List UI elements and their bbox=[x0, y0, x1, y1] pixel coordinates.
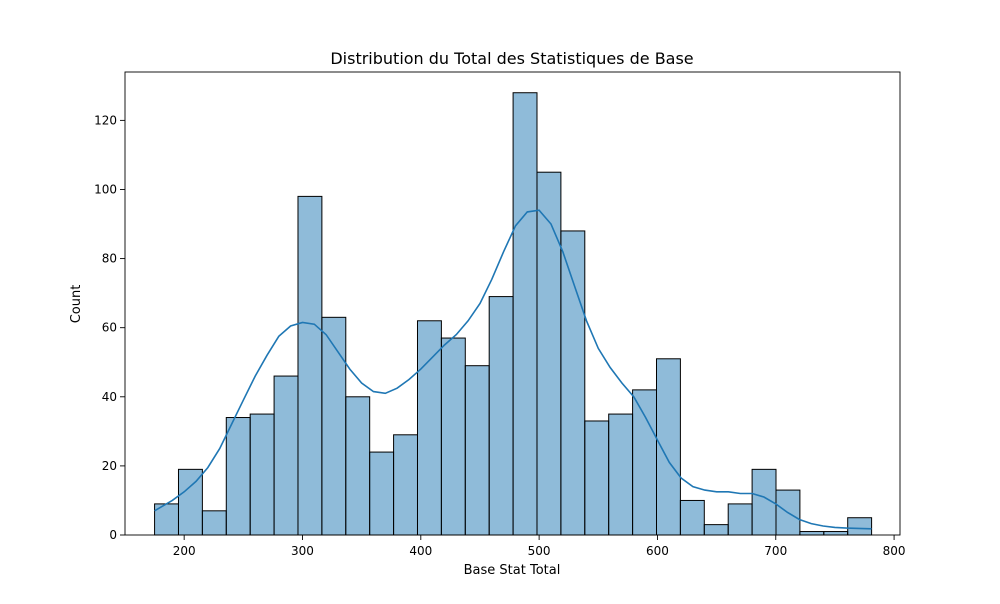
x-axis-ticks: 200 300 400 500 600 700 800 bbox=[173, 535, 906, 558]
histogram-bar-4 bbox=[249, 413, 275, 536]
x-tick-label-700: 700 bbox=[764, 544, 787, 558]
y-tick-label-0: 0 bbox=[109, 528, 117, 542]
histogram-bar-13 bbox=[464, 365, 490, 536]
histogram-bar-28 bbox=[823, 531, 849, 536]
y-tick-label-100: 100 bbox=[94, 182, 117, 196]
histogram-bars bbox=[154, 92, 873, 536]
histogram-bar-6 bbox=[297, 195, 323, 536]
histogram-bar-19 bbox=[608, 413, 634, 536]
x-tick-label-300: 300 bbox=[291, 544, 314, 558]
x-tick-label-500: 500 bbox=[528, 544, 551, 558]
x-tick-label-600: 600 bbox=[646, 544, 669, 558]
histogram-bar-5 bbox=[273, 375, 299, 536]
histogram-bar-20 bbox=[632, 389, 657, 536]
histogram-bar-15 bbox=[512, 92, 538, 536]
y-tick-label-20: 20 bbox=[102, 459, 117, 473]
histogram-bar-10 bbox=[393, 434, 418, 536]
histogram-bar-24 bbox=[727, 503, 753, 536]
histogram-bar-21 bbox=[655, 358, 681, 536]
axes-frame bbox=[124, 71, 901, 536]
histogram-bar-7 bbox=[321, 316, 347, 536]
y-tick-label-40: 40 bbox=[102, 390, 117, 404]
histogram-bar-17 bbox=[560, 230, 586, 536]
histogram-bar-3 bbox=[225, 417, 251, 536]
histogram-bar-29 bbox=[847, 517, 873, 536]
histogram-bar-14 bbox=[488, 296, 514, 536]
y-tick-label-80: 80 bbox=[102, 252, 117, 266]
histogram-bar-8 bbox=[345, 396, 371, 536]
kde-curve bbox=[154, 209, 872, 530]
x-tick-label-800: 800 bbox=[883, 544, 906, 558]
histogram-bar-23 bbox=[703, 524, 729, 536]
histogram-bar-18 bbox=[584, 420, 610, 536]
y-tick-label-60: 60 bbox=[102, 321, 117, 335]
histogram-bar-27 bbox=[799, 531, 825, 536]
y-axis-label: Count bbox=[69, 285, 84, 324]
x-tick-label-400: 400 bbox=[409, 544, 432, 558]
x-axis-label: Base Stat Total bbox=[464, 563, 561, 578]
histogram-bar-2 bbox=[201, 510, 227, 536]
histogram-bar-22 bbox=[679, 499, 705, 536]
y-tick-label-120: 120 bbox=[94, 113, 117, 127]
y-axis-ticks: 0 20 40 60 80 100 120 bbox=[94, 113, 125, 542]
histogram-bar-12 bbox=[440, 337, 466, 536]
histogram-bar-16 bbox=[536, 171, 562, 536]
x-tick-label-200: 200 bbox=[173, 544, 196, 558]
histogram-bar-9 bbox=[369, 451, 395, 536]
chart-title: Distribution du Total des Statistiques d… bbox=[330, 49, 693, 68]
